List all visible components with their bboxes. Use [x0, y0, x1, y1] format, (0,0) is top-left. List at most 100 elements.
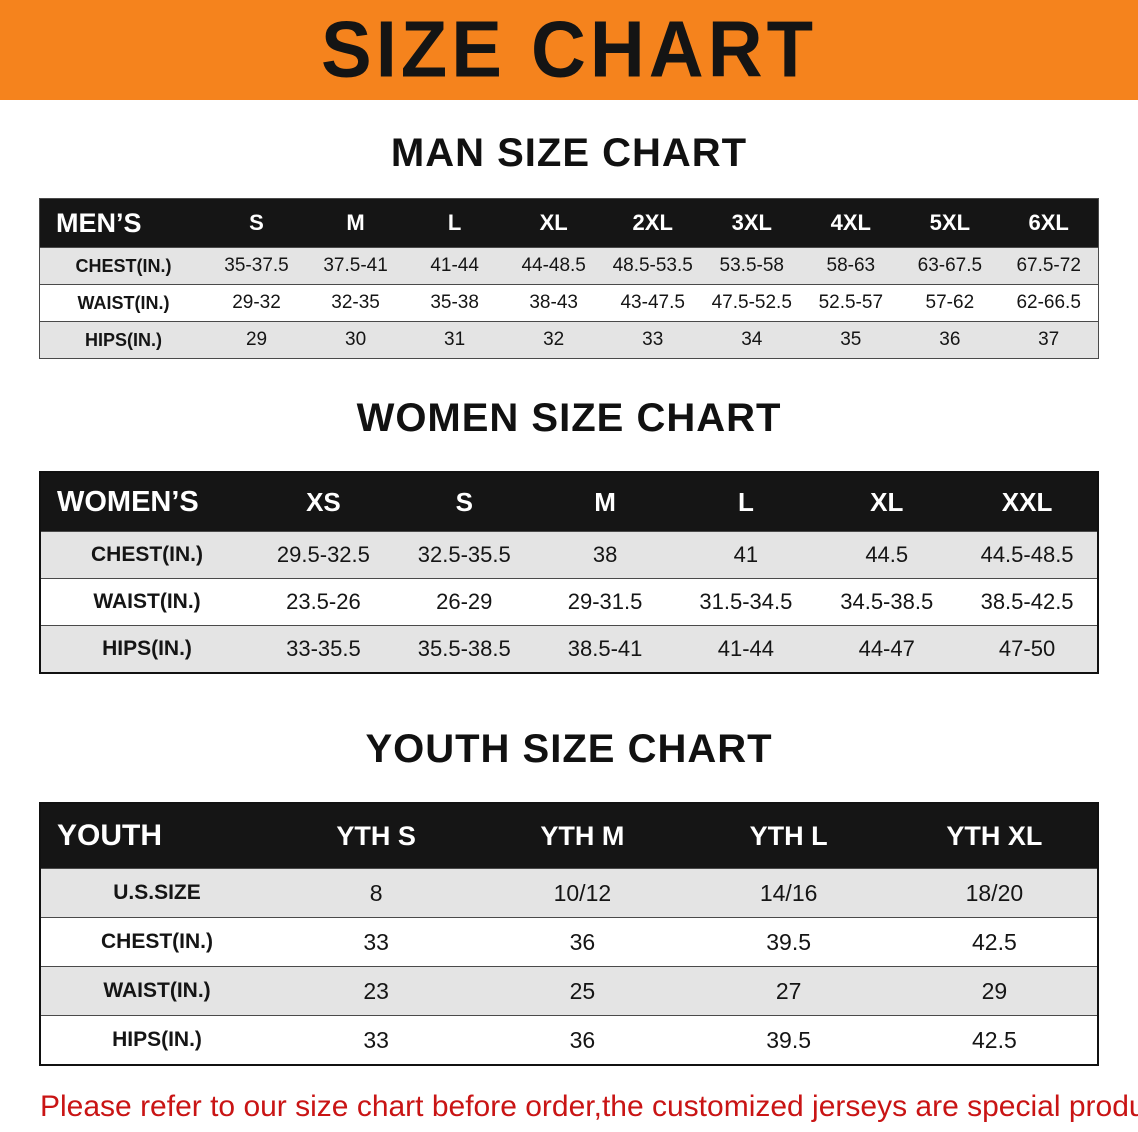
column-header: XL: [504, 198, 604, 248]
size-value: 23.5-26: [286, 589, 361, 614]
size-value: 33: [363, 928, 389, 955]
column-header: 4XL: [801, 198, 901, 248]
mens-header-label: MEN’S: [39, 198, 207, 248]
column-header: 6XL: [999, 198, 1099, 248]
row-label: HIPS(IN.): [102, 637, 192, 660]
size-value: 32: [543, 329, 565, 350]
column-header: M: [534, 472, 676, 532]
youth-size-table: YOUTH YTH S YTH M YTH L YTH XL U.S.SIZE 8 10/12…: [39, 802, 1099, 1066]
size-value: 38: [592, 542, 618, 567]
size-value: 23: [363, 977, 389, 1004]
womens-size-table: WOMEN’S XS S M L XL XXL CHEST(IN.) 29.5-32.5 32.5…: [39, 471, 1099, 674]
size-value: 29.5-32.5: [276, 542, 370, 567]
size-value: 29-31.5: [567, 589, 643, 614]
column-header: 5XL: [900, 198, 1000, 248]
size-value: 34: [741, 329, 763, 350]
mens-section-heading: MAN SIZE CHART: [390, 131, 748, 175]
size-value: 38-43: [529, 292, 578, 313]
size-value: 44-48.5: [521, 255, 586, 276]
table-row: CHEST(IN.) 33 36 39.5 42.5: [40, 917, 1098, 967]
size-value: 36: [569, 1026, 596, 1053]
column-header: 3XL: [702, 198, 802, 248]
size-value: 32.5-35.5: [417, 542, 511, 567]
table-row: U.S.SIZE 8 10/12 14/16 18/20: [40, 868, 1098, 918]
size-value: 36: [939, 329, 961, 350]
column-header: YTH S: [273, 803, 480, 869]
column-header: YTH XL: [891, 803, 1098, 869]
size-value: 35: [840, 329, 862, 350]
size-value: 36: [569, 928, 596, 955]
row-label: WAIST(IN.): [103, 979, 211, 1002]
column-header: XL: [816, 472, 958, 532]
size-value: 31: [444, 329, 466, 350]
size-value: 41-44: [717, 636, 775, 661]
size-value: 41-44: [430, 255, 479, 276]
size-value: 44.5-48.5: [980, 542, 1074, 567]
size-value: 57-62: [925, 292, 975, 313]
youth-header-label: YOUTH: [40, 803, 273, 869]
size-value: 39.5: [766, 1026, 811, 1053]
size-value: 41: [733, 542, 759, 567]
table-row: WAIST(IN.) 23 25 27 29: [40, 966, 1098, 1016]
row-label: CHEST(IN.): [91, 543, 203, 566]
column-header: S: [393, 472, 535, 532]
size-value: 35.5-38.5: [417, 636, 511, 661]
disclaimer-line-1: Please refer to our size chart before or…: [40, 1090, 1138, 1123]
size-value: 47-50: [998, 636, 1056, 661]
size-value: 31.5-34.5: [699, 589, 793, 614]
size-value: 33-35.5: [286, 636, 361, 661]
womens-header-label: WOMEN’S: [40, 472, 253, 532]
size-value: 43-47.5: [620, 292, 685, 313]
row-label: WAIST(IN.): [93, 590, 201, 613]
size-value: 38.5-42.5: [980, 589, 1074, 614]
womens-section-heading: WOMEN SIZE CHART: [356, 396, 782, 440]
row-label: WAIST(IN.): [77, 292, 170, 313]
size-value: 29: [245, 329, 268, 350]
size-value: 44.5: [865, 542, 909, 567]
size-value: 38.5-41: [567, 636, 643, 661]
size-value: 30: [345, 329, 367, 350]
table-row: WAIST(IN.) 29-32 32-35 35-38 38-43 43-47.5 47.…: [39, 284, 1099, 322]
column-header: XXL: [957, 472, 1098, 532]
row-label: CHEST(IN.): [101, 930, 213, 953]
size-value: 25: [569, 977, 596, 1004]
size-value: 34.5-38.5: [840, 589, 934, 614]
youth-section-heading: YOUTH SIZE CHART: [365, 727, 773, 771]
mens-size-table: MEN’S S M L XL 2XL 3XL 4XL 5XL 6XL CHEST(IN.) 35-37…: [39, 198, 1099, 359]
column-header: YTH L: [685, 803, 892, 869]
row-label: HIPS(IN.): [112, 1028, 202, 1051]
youth-header-row: YOUTH YTH S YTH M YTH L YTH XL: [40, 803, 1098, 869]
size-chart-sections: MAN SIZE CHART MEN’S S M L XL 2XL 3XL 4XL 5XL 6XL C…: [0, 130, 1138, 1066]
size-value: 35-37.5: [224, 255, 289, 276]
size-value: 63-67.5: [917, 255, 983, 276]
table-row: HIPS(IN.) 33 36 39.5 42.5: [40, 1015, 1098, 1065]
size-value: 33: [363, 1026, 389, 1053]
size-value: 52.5-57: [818, 292, 884, 313]
size-value: 18/20: [965, 879, 1024, 906]
size-value: 32-35: [331, 292, 380, 313]
size-value: 37: [1038, 329, 1060, 350]
size-value: 58-63: [826, 255, 876, 276]
column-header: XS: [253, 472, 394, 532]
row-label: U.S.SIZE: [113, 881, 201, 904]
womens-header-row: WOMEN’S XS S M L XL XXL: [40, 472, 1098, 532]
column-header: L: [405, 198, 505, 248]
mens-header-row: MEN’S S M L XL 2XL 3XL 4XL 5XL 6XL: [39, 198, 1099, 248]
column-header: L: [675, 472, 817, 532]
size-value: 35-38: [430, 292, 479, 313]
size-value: 29-32: [232, 292, 281, 313]
column-header: 2XL: [603, 198, 703, 248]
size-value: 44-47: [858, 636, 915, 661]
size-value: 8: [369, 879, 383, 906]
row-label: HIPS(IN.): [84, 329, 162, 350]
size-value: 27: [775, 977, 802, 1004]
size-value: 67.5-72: [1016, 255, 1081, 276]
size-chart-banner: SIZE CHART: [0, 0, 1138, 100]
banner-title: SIZE CHART: [321, 4, 817, 95]
size-value: 47.5-52.5: [711, 292, 792, 313]
size-value: 62-66.5: [1016, 292, 1081, 313]
size-value: 29: [981, 977, 1008, 1004]
table-row: WAIST(IN.) 23.5-26 26-29 29-31.5 31.5-34.5 34…: [40, 578, 1098, 626]
size-value: 42.5: [971, 1026, 1017, 1053]
